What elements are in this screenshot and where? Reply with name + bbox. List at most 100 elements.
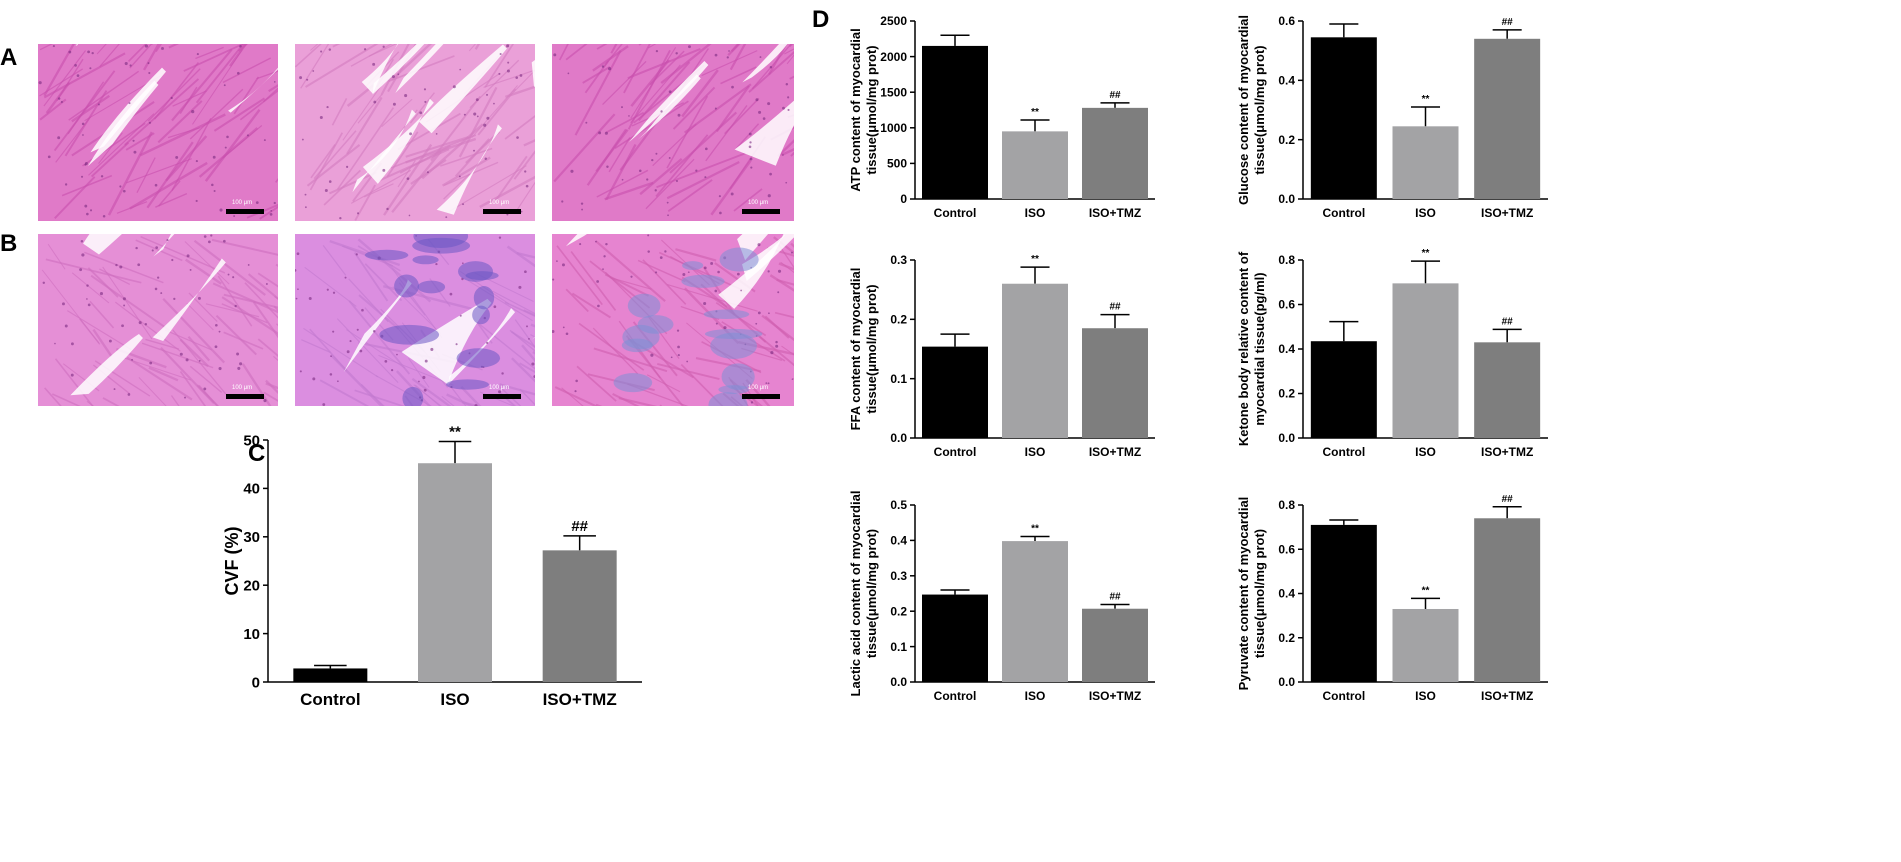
bar-iso-tmz <box>1082 328 1148 438</box>
scale-bar-label: 100 μm <box>489 200 510 206</box>
y-tick-label: 0.0 <box>1278 675 1295 689</box>
y-tick-label: 30 <box>243 529 260 546</box>
y-tick-label: 0.3 <box>890 253 907 267</box>
y-axis-label: Lactic acid content of myocardial <box>848 491 863 697</box>
y-tick-label: 20 <box>243 577 260 594</box>
scale-bar <box>742 209 780 214</box>
y-tick-label: 0.2 <box>1278 631 1295 645</box>
y-axis-label: tissue(μmol/mg prot) <box>864 284 879 413</box>
x-tick-label: ISO <box>1415 689 1436 703</box>
bar-control <box>922 346 988 438</box>
y-tick-label: 0.6 <box>1278 542 1295 556</box>
y-tick-label: 1000 <box>880 121 907 135</box>
bar-iso-tmz <box>1474 38 1541 199</box>
x-tick-label: Control <box>934 206 977 220</box>
x-tick-label: ISO+TMZ <box>1481 445 1533 459</box>
y-axis-label: tissue(μmol/mg prot) <box>864 45 879 174</box>
significance-mark: ## <box>1109 591 1121 602</box>
y-tick-label: 1500 <box>880 85 907 99</box>
scale-bar-label: 100 μm <box>232 385 253 391</box>
y-tick-label: 0.2 <box>890 313 907 327</box>
scale-bar <box>226 209 264 214</box>
chart-d5: 0.0 0.1 0.2 0.3 0.4 0.5 Control ** ISO ## ISO+TMZ L… <box>848 491 1155 703</box>
chart-d3: 0.0 0.1 0.2 0.3 Control ** ISO ## ISO+TMZ FFA con… <box>848 253 1155 459</box>
he-iso-tmz-micrograph: 100 μm <box>552 44 794 221</box>
bar-iso <box>1392 283 1459 438</box>
x-tick-label: ISO+TMZ <box>1481 689 1533 703</box>
y-axis-label: FFA content of myocardial <box>848 268 863 431</box>
scale-bar <box>483 209 521 214</box>
panel-label-c: C <box>248 440 266 467</box>
chart-d1: 0 500 1000 1500 2000 2500 Control ** ISO ## ISO+TM… <box>848 14 1155 220</box>
x-tick-label: ISO+TMZ <box>1089 689 1141 703</box>
bar-control <box>1310 524 1377 682</box>
x-tick-label: ISO <box>1025 206 1046 220</box>
panel-label-d: D <box>812 6 830 33</box>
x-tick-label: ISO+TMZ <box>1481 206 1533 220</box>
masson-iso-micrograph: 100 μm <box>295 234 535 406</box>
x-tick-label: Control <box>934 445 977 459</box>
y-axis-label: Ketone body relative content of <box>1236 251 1251 446</box>
bar-iso <box>418 463 492 682</box>
significance-mark: ## <box>1502 316 1514 327</box>
y-tick-label: 0.5 <box>890 498 907 512</box>
panel-label-b: B <box>0 230 18 257</box>
y-axis-label: CVF (%) <box>222 527 242 596</box>
y-axis-label: tissue(μmol/mg prot) <box>864 529 879 658</box>
y-axis-label: Glucose content of myocardial <box>1236 15 1251 205</box>
significance-mark: ** <box>449 423 461 440</box>
y-tick-label: 2000 <box>880 50 907 64</box>
bar-control <box>293 668 368 682</box>
bar-iso <box>1392 126 1459 199</box>
significance-mark: ## <box>571 518 588 535</box>
y-tick-label: 0.0 <box>1278 431 1295 445</box>
bar-control <box>1310 37 1377 199</box>
y-tick-label: 2500 <box>880 14 907 28</box>
y-axis-label: tissue(μmol/mg prot) <box>1252 529 1267 658</box>
y-tick-label: 50 <box>243 432 260 449</box>
y-tick-label: 0.3 <box>890 569 907 583</box>
scale-bar <box>742 394 780 399</box>
y-tick-label: 0.4 <box>1278 74 1295 88</box>
y-tick-label: 0.2 <box>890 604 907 618</box>
chart-d2: 0.0 0.2 0.4 0.6 Control ** ISO ## ISO+TMZ Glucose… <box>1236 14 1548 220</box>
significance-mark: ** <box>1031 524 1039 535</box>
chart-d4: 0.0 0.2 0.4 0.6 0.8 Control ** ISO ## ISO+TMZ Keto… <box>1236 248 1548 459</box>
scale-bar <box>483 394 521 399</box>
y-tick-label: 0.0 <box>890 675 907 689</box>
significance-mark: ## <box>1502 494 1514 505</box>
chart-d6: 0.0 0.2 0.4 0.6 0.8 Control ** ISO ## ISO+TMZ Pyru… <box>1236 494 1548 703</box>
scale-bar-label: 100 μm <box>748 385 769 391</box>
y-tick-label: 10 <box>243 626 260 643</box>
significance-mark: ## <box>1109 90 1121 101</box>
y-axis-label: Pyruvate content of myocardial <box>1236 497 1251 691</box>
x-tick-label: Control <box>1323 206 1366 220</box>
he-control-micrograph: 100 μm <box>38 44 278 221</box>
bar-control <box>1310 341 1377 438</box>
y-tick-label: 0.1 <box>890 372 907 386</box>
scale-bar-label: 100 μm <box>232 200 253 206</box>
y-axis-label: ATP content of myocardial <box>848 28 863 192</box>
x-tick-label: ISO+TMZ <box>1089 445 1141 459</box>
y-tick-label: 0.0 <box>890 431 907 445</box>
he-iso-micrograph: 100 μm <box>295 44 535 221</box>
bar-iso <box>1002 131 1068 199</box>
y-tick-label: 0.2 <box>1278 133 1295 147</box>
y-tick-label: 0 <box>900 192 907 206</box>
bar-iso-tmz <box>1474 342 1541 438</box>
significance-mark: ** <box>1422 585 1430 596</box>
y-tick-label: 40 <box>243 481 260 498</box>
scale-bar-label: 100 μm <box>489 385 510 391</box>
significance-mark: ## <box>1109 302 1121 313</box>
x-tick-label: Control <box>300 690 360 709</box>
bar-iso-tmz <box>542 550 617 682</box>
significance-mark: ** <box>1422 248 1430 259</box>
bar-iso-tmz <box>1082 608 1148 682</box>
masson-iso-tmz-micrograph: 100 μm <box>552 234 794 406</box>
significance-mark: ** <box>1031 107 1039 118</box>
masson-control-micrograph: 100 μm <box>38 234 278 406</box>
x-tick-label: ISO <box>1025 689 1046 703</box>
bar-iso-tmz <box>1082 107 1148 199</box>
y-tick-label: 0.4 <box>1278 587 1295 601</box>
